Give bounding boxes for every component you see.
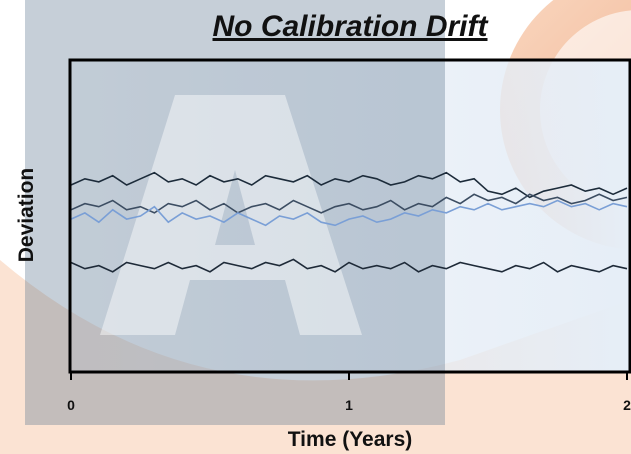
decor-panel xyxy=(25,0,445,425)
page: No Calibration Drift Time (Years) Deviat… xyxy=(0,0,631,454)
y-axis-label: Deviation xyxy=(15,168,38,263)
x-tick-label: 2 xyxy=(623,397,631,413)
x-axis-label: Time (Years) xyxy=(288,428,413,451)
chart-title: No Calibration Drift xyxy=(213,10,490,43)
x-tick-label: 0 xyxy=(67,397,75,413)
chart: No Calibration Drift Time (Years) Deviat… xyxy=(0,0,631,454)
x-tick-label: 1 xyxy=(345,397,353,413)
